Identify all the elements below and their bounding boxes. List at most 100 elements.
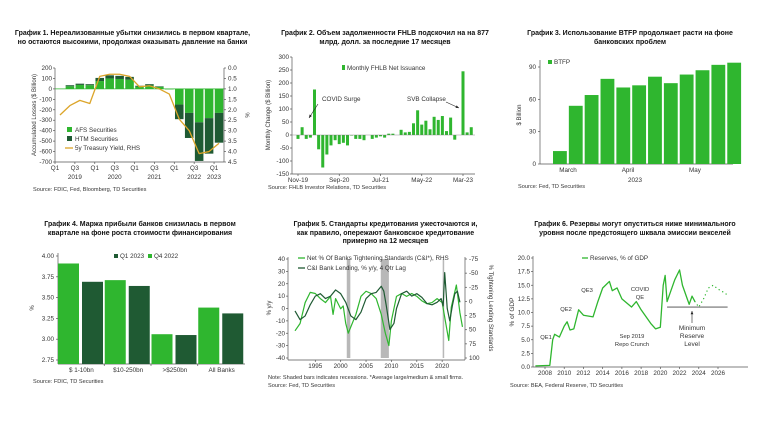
chart1-x-tick-label: Q3 xyxy=(110,165,119,172)
chart1-source: Source: FDIC, Fed, Bloomberg, TD Securit… xyxy=(33,187,147,193)
chart2-bar xyxy=(461,71,465,135)
chart1-y-tick-label: -200 xyxy=(39,107,52,114)
chart5-y-tick-label: -20 xyxy=(276,330,286,337)
chart1-bar-htm xyxy=(204,118,214,154)
chart3-legend-label: BTFP xyxy=(554,59,570,66)
chart1-x-tick-label: Q3 xyxy=(150,165,159,172)
chart5-legend-label: C&I Bank Lending, % y/y, 4 Qtr Lag xyxy=(307,265,406,272)
chart4-bar-q1-2023 xyxy=(82,281,103,364)
chart1-bar-htm xyxy=(214,112,224,143)
chart4-title: График 4. Маржа прибыли банков снизилась… xyxy=(44,221,236,237)
chart6-title: График 6. Резервы могут опуститься ниже … xyxy=(534,221,736,237)
chart6-annotation-covid-qe: QE xyxy=(636,295,645,301)
chart1-bar-afs xyxy=(214,88,224,113)
chart5-y2-tick-label: -50 xyxy=(469,270,479,277)
chart1-legend-label: HTM Securities xyxy=(75,136,118,143)
chart4-y-tick-label: 3.00 xyxy=(42,336,55,343)
chart5-x-tick-label: 2000 xyxy=(334,363,349,370)
chart5-x-tick-label: 2020 xyxy=(435,363,450,370)
chart2-bar xyxy=(399,129,403,135)
chart5-y-tick-label: 20 xyxy=(278,281,286,288)
chart4-legend-swatch-q1 xyxy=(114,254,118,258)
chart6-x-tick-label: 2026 xyxy=(711,370,726,377)
chart6-annotation-qe1: QE1 xyxy=(540,335,552,341)
chart4-y-tick-label: 3.50 xyxy=(42,295,55,302)
chart1-bar-afs xyxy=(204,88,214,119)
chart1-x-tick-label: Q1 xyxy=(210,165,219,172)
chart2-bar xyxy=(469,127,473,135)
chart2-bar xyxy=(428,129,432,135)
chart2-bar xyxy=(407,131,411,135)
chart2-bar xyxy=(300,127,304,135)
chart2-bar xyxy=(420,124,424,135)
chart3-bar xyxy=(553,151,567,164)
chart2-bar xyxy=(449,117,453,135)
chart2-bar xyxy=(329,135,333,146)
chart3-x-tick-label: March xyxy=(559,167,577,174)
chart3-x-tick-label: May xyxy=(689,167,702,174)
chart1-y-tick-label: -100 xyxy=(39,96,52,103)
chart2-bar xyxy=(354,135,358,139)
chart6-x-tick-label: 2012 xyxy=(576,370,591,377)
chart1-y2-tick-label: 3.0 xyxy=(228,128,237,135)
chart5-y2-tick-label: -25 xyxy=(469,284,479,291)
chart2-x-tick-label: Nov-19 xyxy=(288,177,309,184)
chart2-covid-arrow-head xyxy=(309,114,312,118)
chart1-x-tick-label: Q1 xyxy=(51,165,60,172)
chart2-y-tick-label: -100 xyxy=(276,158,289,165)
chart2-bar xyxy=(325,135,329,155)
chart5-y2-tick-label: 25 xyxy=(469,313,477,320)
chart1-bar-htm xyxy=(95,77,105,82)
chart6-annotation-minimum: Minimum xyxy=(679,325,705,332)
chart1-y-axis-label: Accumulated Losses ($ Billion) xyxy=(32,74,38,156)
chart1-x-tick-label: Q3 xyxy=(71,165,80,172)
chart2-bar xyxy=(383,135,387,138)
chart5-source: Source: Fed, TD Securities xyxy=(268,383,336,389)
chart1-bar-htm xyxy=(194,122,204,161)
chart5-note: Note: Shaded bars indicates recessions. … xyxy=(268,375,464,381)
chart2-bar xyxy=(341,135,345,143)
chart1-bar-htm xyxy=(85,84,95,86)
chart1-bar-afs xyxy=(95,81,105,89)
chart6-y-tick-label: 7.5 xyxy=(521,323,530,330)
chart3-y-tick-label: 0 xyxy=(532,161,536,168)
chart3-bar xyxy=(584,95,599,164)
chart4-bar-q4-2022 xyxy=(151,334,173,364)
chart1-bar-afs xyxy=(125,79,134,89)
chart5-y2-tick-label: 100 xyxy=(469,355,480,362)
chart1-y-tick-label: 100 xyxy=(41,75,52,82)
chart1-bar-afs xyxy=(184,88,194,113)
chart5-y2-tick-label: 50 xyxy=(469,327,477,334)
chart1-y2-tick-label: 2.0 xyxy=(228,107,237,114)
chart2-y-tick-label: 100 xyxy=(278,106,289,113)
chart3-y-tick-label: 90 xyxy=(529,64,537,71)
chart6-y-tick-label: 20.0 xyxy=(518,255,531,262)
chart5-y-tick-label: -30 xyxy=(276,343,286,350)
chart4-y-tick-label: 3.75 xyxy=(42,274,55,281)
chart2-y-tick-label: -50 xyxy=(280,145,290,152)
chart6-annotation-qe3: QE3 xyxy=(581,288,593,294)
chart1-bar-afs xyxy=(75,84,85,89)
chart2-bar xyxy=(333,135,337,141)
chart2-bar xyxy=(308,135,312,138)
chart2-y-tick-label: 150 xyxy=(278,93,289,100)
chart5-recession-bar xyxy=(380,259,389,358)
chart5-y-tick-label: 0 xyxy=(281,306,285,313)
chart6-x-tick-label: 2020 xyxy=(653,370,668,377)
chart1-y2-axis-label: % xyxy=(243,112,249,118)
chart4-legend-swatch-q4 xyxy=(148,254,152,258)
chart1-year-label: 2019 xyxy=(68,174,83,181)
chart6-reserves-line xyxy=(535,269,696,367)
chart1-y-tick-label: 0 xyxy=(48,86,52,93)
chart1-y-tick-label: -300 xyxy=(39,117,52,124)
chart3-bar xyxy=(679,74,694,164)
chart6-minimum-reserve-arrow-head xyxy=(690,311,694,315)
chart6-annotation-repo-crunch: Repo Crunch xyxy=(615,342,649,348)
chart2-x-tick-label: Mar-23 xyxy=(453,177,473,184)
chart5-ci-lending-line xyxy=(294,272,461,331)
chart5-y-tick-label: -10 xyxy=(276,318,286,325)
chart2-bar xyxy=(350,135,354,136)
chart3-title: График 3. Использование BTFP продолжает … xyxy=(527,30,733,46)
chart4-bar-q4-2022 xyxy=(58,263,79,364)
